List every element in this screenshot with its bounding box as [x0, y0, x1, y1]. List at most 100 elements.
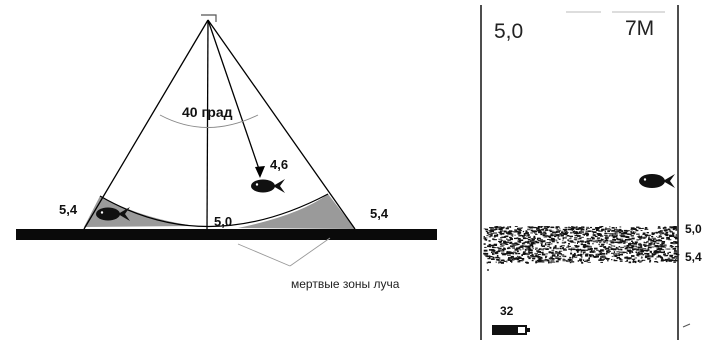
- echo-speck: [561, 241, 566, 244]
- echo-speck: [576, 251, 579, 253]
- echo-speck: [499, 245, 504, 247]
- echo-speck: [484, 253, 489, 255]
- echo-speck: [618, 246, 621, 247]
- echo-speck: [643, 241, 645, 244]
- echo-speck: [502, 240, 504, 242]
- echo-speck: [585, 232, 588, 234]
- echo-speck: [550, 239, 554, 241]
- echo-speck: [546, 227, 549, 229]
- echo-speck: [557, 230, 560, 232]
- echo-speck: [576, 226, 578, 229]
- echo-speck: [618, 251, 623, 253]
- echo-speck: [525, 235, 529, 237]
- echo-speck: [591, 250, 593, 252]
- echo-speck: [518, 246, 523, 248]
- echo-speck: [514, 237, 518, 240]
- echo-speck: [540, 258, 543, 260]
- echo-speck: [581, 261, 584, 264]
- echo-speck: [639, 249, 644, 251]
- echo-speck: [664, 258, 669, 261]
- echo-speck: [527, 241, 530, 243]
- echo-speck: [566, 231, 568, 233]
- fish-ray: [207, 19, 261, 173]
- echo-speck: [483, 236, 485, 238]
- echo-speck: [611, 229, 616, 232]
- echo-speck: [536, 259, 540, 262]
- echo-speck: [621, 230, 624, 233]
- echo-speck: [602, 253, 606, 255]
- echo-speck: [541, 226, 544, 228]
- echo-speck: [528, 257, 531, 260]
- echo-speck: [553, 246, 557, 249]
- echo-speck: [530, 229, 533, 232]
- echo-speck: [626, 259, 628, 262]
- echo-speck: [596, 233, 601, 235]
- echo-speck: [559, 255, 561, 258]
- echo-speck: [556, 230, 560, 233]
- echo-speck: [545, 248, 549, 250]
- echo-speck: [671, 248, 674, 250]
- echo-speck: [668, 239, 672, 241]
- echo-speck: [507, 248, 510, 250]
- echo-speck: [531, 239, 535, 241]
- echo-speck: [611, 259, 613, 261]
- echo-speck: [517, 238, 521, 240]
- echo-speck: [615, 254, 620, 256]
- echo-speck: [652, 237, 656, 239]
- echo-speck: [580, 243, 583, 246]
- echo-speck: [557, 254, 559, 257]
- echo-speck: [541, 261, 545, 263]
- echo-speck: [560, 254, 565, 256]
- echo-speck: [632, 241, 634, 244]
- echo-speck: [554, 233, 556, 236]
- echo-speck: [535, 233, 538, 235]
- echo-speck: [527, 246, 531, 248]
- echo-speck: [549, 230, 553, 233]
- echo-speck: [615, 248, 619, 250]
- echo-speck: [638, 242, 642, 245]
- echo-speck: [535, 247, 537, 249]
- echo-speck: [534, 232, 537, 234]
- echo-speck: [503, 253, 508, 255]
- echo-speck: [485, 230, 488, 233]
- echo-speck: [533, 237, 536, 238]
- echo-speck: [650, 255, 652, 257]
- echo-speck: [655, 231, 658, 234]
- echo-speck: [492, 251, 496, 253]
- echo-speck: [653, 238, 655, 240]
- echo-speck: [583, 229, 585, 231]
- echo-speck: [599, 240, 602, 243]
- echo-speck: [642, 248, 647, 250]
- echo-speck: [601, 255, 606, 257]
- echo-speck: [559, 247, 561, 250]
- echo-speck: [593, 231, 595, 233]
- echo-speck: [521, 259, 525, 261]
- echo-speck: [611, 227, 614, 228]
- echo-speck: [668, 251, 671, 253]
- echo-speck: [484, 239, 488, 241]
- echo-speck: [675, 237, 678, 240]
- echo-speck: [575, 239, 578, 241]
- echo-speck: [628, 257, 632, 259]
- echo-speck: [495, 256, 500, 259]
- echo-speck: [554, 245, 557, 247]
- echo-speck: [636, 226, 640, 228]
- echo-speck: [572, 230, 575, 233]
- echo-speck: [531, 260, 534, 262]
- echo-speck: [640, 257, 643, 259]
- echo-speck: [648, 236, 650, 239]
- echo-speck: [569, 248, 571, 250]
- echo-speck: [578, 235, 581, 237]
- echo-speck: [500, 226, 504, 229]
- echo-speck: [607, 259, 609, 262]
- echo-speck: [554, 239, 558, 241]
- echo-speck: [541, 243, 543, 245]
- echo-speck: [669, 255, 672, 257]
- echo-speck: [588, 258, 590, 260]
- echo-speck: [528, 250, 530, 252]
- echo-speck: [527, 239, 531, 241]
- echo-speck: [674, 241, 679, 243]
- echo-speck: [539, 242, 543, 244]
- echo-speck: [654, 258, 657, 260]
- echo-speck: [534, 252, 538, 255]
